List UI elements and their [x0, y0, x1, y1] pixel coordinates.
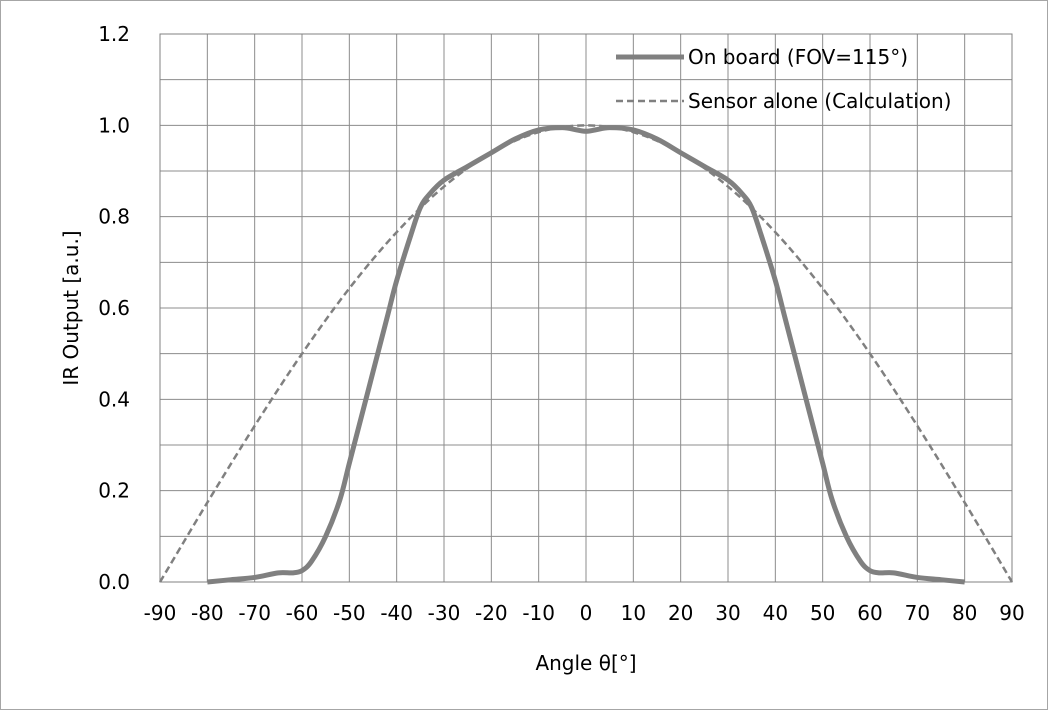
y-tick-label: 1.2	[98, 22, 130, 46]
y-tick-label: 0.6	[98, 296, 130, 320]
y-tick-label: 0.2	[98, 479, 130, 503]
x-tick-label: -50	[333, 601, 366, 625]
x-tick-label: 0	[580, 601, 593, 625]
x-tick-label: 50	[810, 601, 835, 625]
x-tick-label: 40	[763, 601, 788, 625]
x-axis-title: Angle θ[°]	[535, 651, 636, 675]
y-tick-label: 0.4	[98, 387, 130, 411]
legend: On board (FOV=115°) Sensor alone (Calcul…	[616, 45, 951, 113]
x-tick-label: -30	[428, 601, 461, 625]
series-on-board-line	[207, 125, 965, 585]
x-tick-label: -40	[380, 601, 413, 625]
y-tick-label: 0.0	[98, 570, 130, 594]
x-tick-label: 20	[668, 601, 693, 625]
x-tick-label: -20	[475, 601, 508, 625]
y-tick-label: 1.0	[98, 113, 130, 137]
x-tick-label: 60	[857, 601, 882, 625]
x-tick-label: 10	[621, 601, 646, 625]
legend-label-on-board: On board (FOV=115°)	[688, 45, 908, 69]
legend-label-sensor-alone: Sensor alone (Calculation)	[688, 89, 951, 113]
x-tick-label: -90	[144, 601, 177, 625]
plot-area-border	[159, 33, 1013, 583]
x-tick-label: 90	[999, 601, 1024, 625]
x-tick-label: 70	[905, 601, 930, 625]
x-tick-label: -80	[191, 601, 224, 625]
x-tick-label: -10	[522, 601, 555, 625]
x-tick-label: -70	[238, 601, 271, 625]
x-tick-label: -60	[286, 601, 319, 625]
y-tick-labels: 0.0 0.2 0.4 0.6 0.8 1.0 1.2	[98, 22, 130, 594]
y-tick-label: 0.8	[98, 205, 130, 229]
x-tick-labels: -90 -80 -70 -60 -50 -40 -30 -20 -10 0 10 20 30 40 50 60…	[144, 601, 1025, 625]
y-axis-title: IR Output [a.u.]	[59, 230, 83, 385]
x-tick-label: 30	[715, 601, 740, 625]
series-layer	[158, 124, 1014, 585]
grid-lines	[160, 34, 1012, 582]
x-tick-label: 80	[952, 601, 977, 625]
